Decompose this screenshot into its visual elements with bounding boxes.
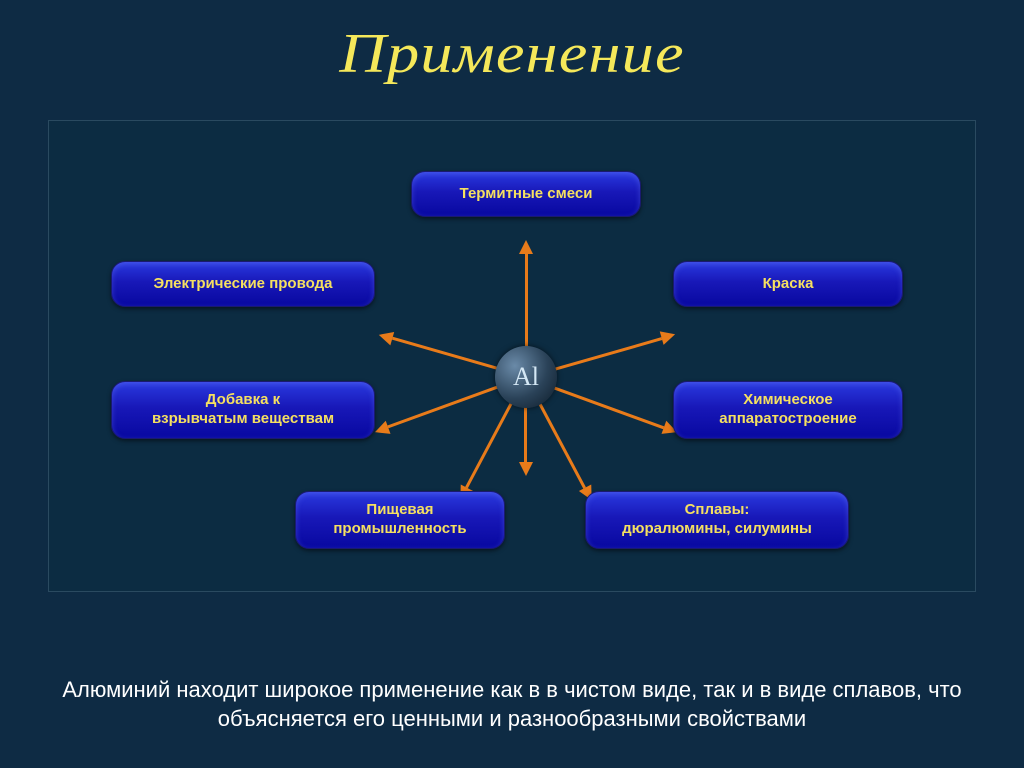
app-box-label: Термитные смеси [460, 185, 593, 204]
app-box-paint: Краска [673, 261, 903, 307]
app-box-label: Пищевая промышленность [333, 501, 466, 539]
app-box-chem: Химическое аппаратостроение [673, 381, 903, 439]
center-node-label: Al [513, 362, 539, 392]
app-box-label: Химическое аппаратостроение [719, 391, 856, 429]
app-box-label: Добавка к взрывчатым веществам [152, 391, 334, 429]
footer-text: Алюминий находит широкое применение как … [50, 675, 974, 734]
app-box-food: Пищевая промышленность [295, 491, 505, 549]
app-box-thermite: Термитные смеси [411, 171, 641, 217]
app-box-wires: Электрические провода [111, 261, 375, 307]
center-node: Al [495, 346, 557, 408]
app-box-alloys: Сплавы: дюралюмины, силумины [585, 491, 849, 549]
app-box-label: Электрические провода [154, 275, 333, 294]
diagram-panel: Al Термитные смеси Электрические провода Д… [48, 120, 976, 592]
app-box-label: Краска [763, 275, 814, 294]
app-box-explosive: Добавка к взрывчатым веществам [111, 381, 375, 439]
app-box-label: Сплавы: дюралюмины, силумины [622, 501, 812, 539]
slide-title: Применение [0, 0, 1024, 86]
